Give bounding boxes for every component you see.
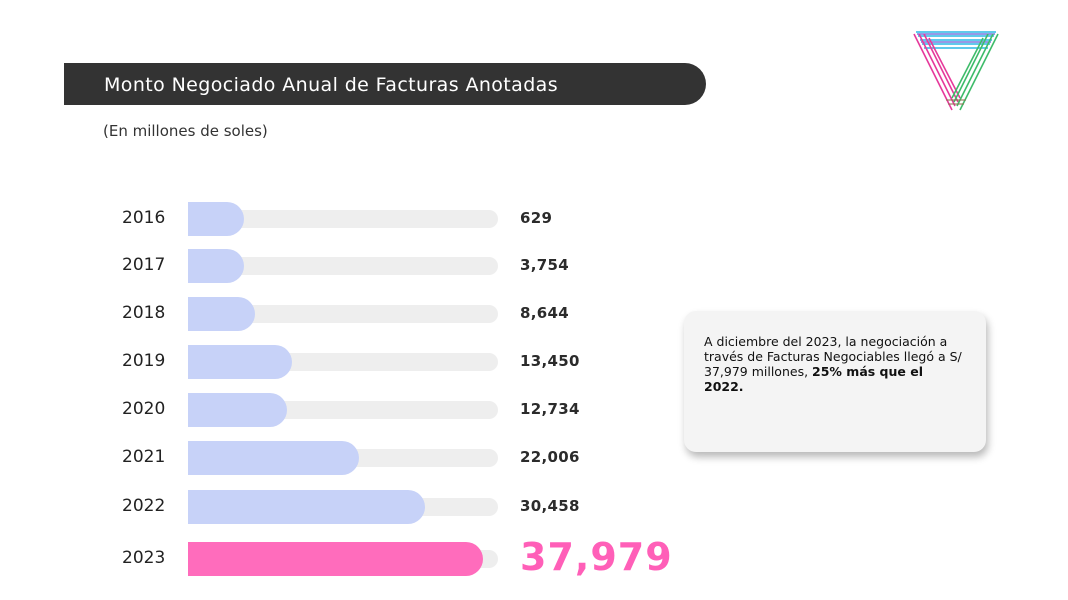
highlight-value-label: 37,979	[520, 535, 673, 579]
bar-2018	[188, 297, 256, 331]
value-label: 8,644	[520, 304, 569, 322]
callout-highlight-text: 25% más que el 2022.	[704, 364, 923, 394]
category-label: 2020	[122, 399, 166, 419]
chart-title: Monto Negociado Anual de Facturas Anotad…	[104, 74, 559, 96]
callout-box: A diciembre del 2023, la negociación a t…	[684, 311, 986, 452]
value-label: 30,458	[520, 497, 580, 515]
bar-track	[188, 257, 498, 275]
value-label: 3,754	[520, 256, 569, 274]
title-bar	[64, 63, 706, 105]
bar-track	[188, 305, 498, 323]
bar-2017	[188, 249, 244, 283]
category-label: 2018	[122, 303, 166, 323]
category-label: 2016	[122, 208, 166, 228]
chart-subtitle: (En millones de soles)	[103, 122, 268, 140]
category-label: 2017	[122, 255, 166, 275]
category-label: 2019	[122, 351, 166, 371]
value-label: 629	[520, 209, 553, 227]
callout-text: A diciembre del 2023, la negociación a t…	[704, 334, 962, 379]
bar-2016	[188, 202, 244, 236]
bar-2019	[188, 345, 293, 379]
bar-2021	[188, 441, 359, 475]
bar-2022	[188, 490, 425, 524]
category-label: 2023	[122, 548, 166, 568]
category-label: 2021	[122, 447, 166, 467]
value-label: 13,450	[520, 352, 580, 370]
triangle-logo-icon	[913, 31, 999, 111]
category-label: 2022	[122, 496, 166, 516]
value-label: 12,734	[520, 400, 580, 418]
bar-track	[188, 210, 498, 228]
bar-2023	[188, 542, 483, 576]
bar-2020	[188, 393, 287, 427]
value-label: 22,006	[520, 448, 580, 466]
